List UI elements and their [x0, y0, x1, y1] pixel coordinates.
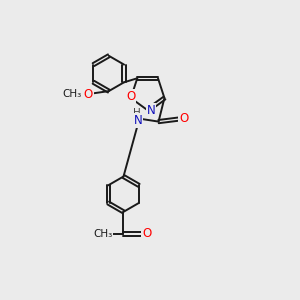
Text: CH₃: CH₃	[62, 89, 82, 99]
Text: N: N	[147, 104, 155, 117]
Text: O: O	[126, 90, 136, 103]
Text: CH₃: CH₃	[93, 229, 112, 239]
Text: N: N	[134, 114, 142, 127]
Text: O: O	[179, 112, 188, 125]
Text: O: O	[83, 88, 93, 100]
Text: H: H	[133, 108, 140, 118]
Text: O: O	[142, 227, 152, 240]
